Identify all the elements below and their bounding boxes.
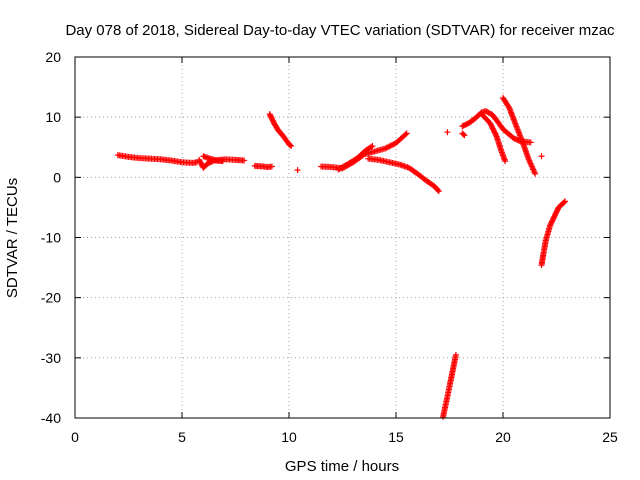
data-point	[444, 129, 451, 136]
y-tick-label: 20	[45, 49, 61, 65]
data-point	[369, 143, 376, 150]
data-point	[368, 143, 375, 150]
data-point	[491, 129, 498, 136]
data-point	[219, 158, 226, 165]
data-point	[390, 141, 397, 148]
data-point	[460, 131, 467, 138]
data-point	[532, 170, 539, 177]
x-tick-label: 25	[602, 429, 618, 445]
data-point	[487, 121, 494, 128]
data-point	[538, 153, 545, 160]
data-point	[287, 142, 294, 149]
y-tick-label: -40	[41, 410, 61, 426]
data-point	[492, 132, 499, 139]
data-point	[387, 142, 394, 149]
data-point	[386, 143, 393, 150]
x-tick-label: 20	[495, 429, 511, 445]
x-tick-label: 5	[178, 429, 186, 445]
data-point	[490, 126, 497, 133]
data-point	[492, 130, 499, 137]
data-point	[505, 103, 512, 110]
x-tick-label: 15	[388, 429, 404, 445]
data-point	[491, 128, 498, 135]
y-axis-title: SDTVAR / TECUs	[4, 178, 21, 298]
data-point	[294, 167, 301, 174]
y-tick-label: 0	[53, 169, 61, 185]
data-point	[489, 125, 496, 132]
data-point	[288, 143, 295, 150]
y-tick-label: -30	[41, 350, 61, 366]
data-point	[384, 144, 391, 151]
plot-frame	[74, 56, 611, 419]
data-point	[434, 187, 441, 194]
data-point	[502, 158, 509, 165]
data-points	[114, 94, 569, 420]
data-point	[383, 144, 390, 151]
data-point	[403, 130, 410, 137]
data-point	[402, 131, 409, 138]
y-tick-label: -20	[41, 290, 61, 306]
data-point	[461, 132, 468, 139]
data-point	[488, 122, 495, 129]
x-tick-label: 10	[281, 429, 297, 445]
y-tick-labels: -40 -30 -20 -10 0 10 20	[41, 49, 61, 426]
data-point	[435, 188, 442, 195]
data-point	[382, 145, 389, 152]
y-tick-label: 10	[45, 109, 61, 125]
x-axis-title: GPS time / hours	[285, 458, 399, 475]
data-point	[241, 157, 248, 164]
data-point	[560, 199, 567, 206]
data-point	[388, 142, 395, 149]
gridlines	[75, 57, 610, 418]
data-point	[452, 351, 459, 358]
x-tick-labels: 0 5 10 15 20 25	[71, 429, 618, 445]
x-tick-label: 0	[71, 429, 79, 445]
data-point	[527, 139, 534, 146]
data-point	[489, 124, 496, 131]
data-point	[562, 198, 569, 205]
data-point	[487, 120, 494, 127]
chart-title: Day 078 of 2018, Sidereal Day-to-day VTE…	[65, 22, 615, 39]
data-point	[268, 163, 275, 170]
y-tick-label: -10	[41, 230, 61, 246]
